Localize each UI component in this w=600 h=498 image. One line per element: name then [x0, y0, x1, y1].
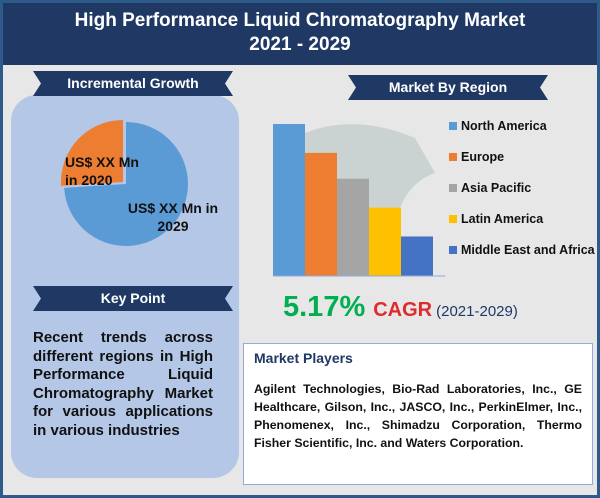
market-by-region-heading: Market By Region [348, 75, 548, 100]
legend-swatch [449, 215, 457, 223]
cagr-period: (2021-2029) [436, 303, 518, 320]
key-point-heading: Key Point [33, 286, 233, 311]
market-players-heading: Market Players [254, 350, 353, 366]
legend-item-middle-east-and-africa: Middle East and Africa [449, 243, 595, 257]
bar-middle-east-and-africa [401, 236, 433, 276]
legend-label: Latin America [461, 212, 544, 226]
legend-swatch [449, 184, 457, 192]
legend-item-latin-america: Latin America [449, 212, 543, 226]
legend-item-asia-pacific: Asia Pacific [449, 181, 531, 195]
title-line-1: High Performance Liquid Chromatography M… [74, 10, 526, 31]
legend-item-north-america: North America [449, 119, 547, 133]
legend-swatch [449, 153, 457, 161]
legend-swatch [449, 246, 457, 254]
page-title: High Performance Liquid Chromatography M… [3, 3, 597, 65]
pie-slice-2029 [64, 122, 188, 246]
legend-label: Asia Pacific [461, 181, 532, 195]
bar-north-america [273, 124, 305, 276]
region-bar-chart [273, 124, 445, 277]
legend-label: Europe [461, 150, 505, 164]
cagr-readout: 5.17% CAGR (2021-2029) [283, 291, 518, 324]
title-line-2: 2021 - 2029 [249, 34, 351, 55]
bar-europe [305, 152, 337, 276]
legend-item-europe: Europe [449, 150, 504, 164]
pie-label-2029: US$ XX Mn in 2029 [127, 200, 219, 234]
legend-label: North America [461, 119, 547, 133]
market-players-box: Market Players Agilent Technologies, Bio… [243, 343, 593, 485]
key-point-text: Recent trends across different regions i… [33, 329, 213, 439]
bar-latin-america [369, 207, 401, 276]
market-players-text: Agilent Technologies, Bio-Rad Laboratori… [254, 382, 582, 450]
bar-asia-pacific [337, 178, 369, 276]
cagr-label: CAGR [373, 299, 433, 321]
incremental-pie [61, 120, 188, 246]
incremental-growth-heading: Incremental Growth [33, 71, 233, 96]
pie-label-2020: US$ XX Mn in 2020 [65, 154, 139, 188]
legend-label: Middle East and Africa [461, 243, 595, 257]
pie-slice-2020 [61, 120, 123, 186]
legend-swatch [449, 122, 457, 130]
world-map-background [305, 124, 435, 263]
cagr-value: 5.17% [283, 291, 366, 323]
